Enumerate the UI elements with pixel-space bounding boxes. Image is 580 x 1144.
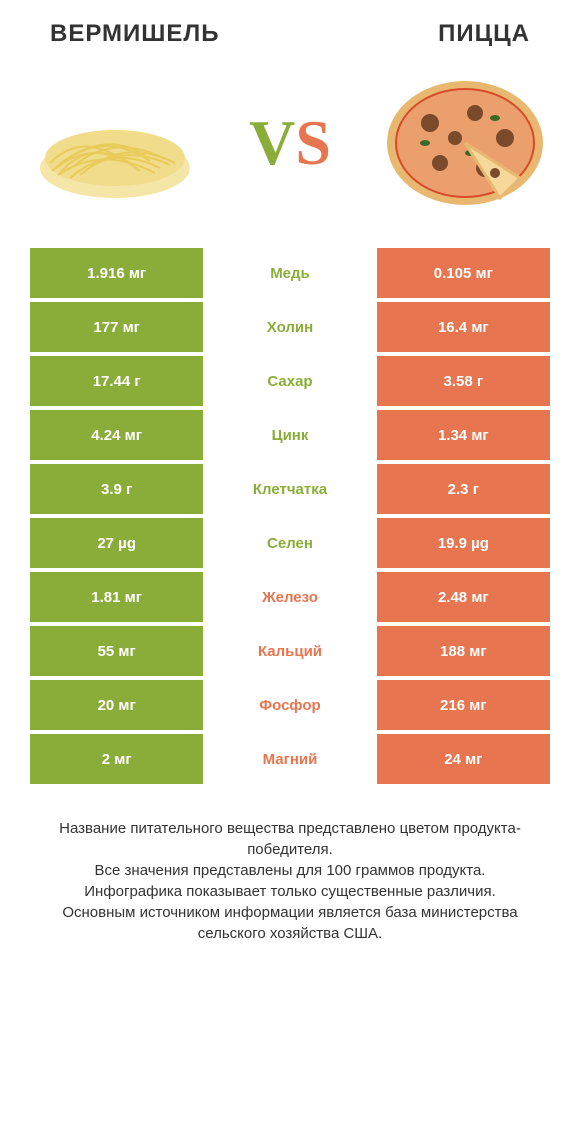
nutrient-label-cell: Магний [203,734,376,784]
left-value-cell: 27 µg [30,518,203,568]
right-value-cell: 216 мг [377,680,550,730]
left-value-cell: 2 мг [30,734,203,784]
vs-v: V [249,107,295,178]
footer-line-3: Инфографика показывает только существенн… [30,881,550,902]
right-value-cell: 19.9 µg [377,518,550,568]
images-row: VS [0,48,580,248]
table-row: 1.916 мгМедь0.105 мг [30,248,550,298]
table-row: 27 µgСелен19.9 µg [30,518,550,568]
nutrient-label-cell: Железо [203,572,376,622]
nutrient-label-cell: Цинк [203,410,376,460]
right-value-cell: 3.58 г [377,356,550,406]
right-value-cell: 1.34 мг [377,410,550,460]
right-value-cell: 188 мг [377,626,550,676]
table-row: 177 мгХолин16.4 мг [30,302,550,352]
right-value-cell: 0.105 мг [377,248,550,298]
footer-line-4: Основным источником информации является … [30,902,550,944]
left-value-cell: 3.9 г [30,464,203,514]
left-value-cell: 1.81 мг [30,572,203,622]
right-value-cell: 16.4 мг [377,302,550,352]
table-row: 17.44 гСахар3.58 г [30,356,550,406]
nutrient-label-cell: Фосфор [203,680,376,730]
header: ВЕРМИШЕЛЬ ПИЦЦА [0,0,580,48]
table-row: 2 мгМагний24 мг [30,734,550,784]
table-row: 3.9 гКлетчатка2.3 г [30,464,550,514]
footer-text: Название питательного вещества представл… [0,788,580,944]
left-value-cell: 1.916 мг [30,248,203,298]
vs-s: S [295,107,331,178]
table-row: 20 мгФосфор216 мг [30,680,550,730]
vs-label: VS [249,106,331,180]
nutrient-label-cell: Кальций [203,626,376,676]
right-food-title: ПИЦЦА [438,20,530,48]
nutrient-label-cell: Сахар [203,356,376,406]
right-value-cell: 2.3 г [377,464,550,514]
nutrient-label-cell: Холин [203,302,376,352]
vermicelli-image [30,68,200,218]
left-value-cell: 55 мг [30,626,203,676]
left-value-cell: 4.24 мг [30,410,203,460]
right-value-cell: 24 мг [377,734,550,784]
left-value-cell: 177 мг [30,302,203,352]
left-food-title: ВЕРМИШЕЛЬ [50,20,220,48]
table-row: 1.81 мгЖелезо2.48 мг [30,572,550,622]
right-value-cell: 2.48 мг [377,572,550,622]
nutrient-label-cell: Селен [203,518,376,568]
comparison-table: 1.916 мгМедь0.105 мг177 мгХолин16.4 мг17… [0,248,580,784]
footer-line-2: Все значения представлены для 100 граммо… [30,860,550,881]
footer-line-1: Название питательного вещества представл… [30,818,550,860]
table-row: 4.24 мгЦинк1.34 мг [30,410,550,460]
left-value-cell: 20 мг [30,680,203,730]
nutrient-label-cell: Медь [203,248,376,298]
table-row: 55 мгКальций188 мг [30,626,550,676]
nutrient-label-cell: Клетчатка [203,464,376,514]
pizza-image [380,68,550,218]
left-value-cell: 17.44 г [30,356,203,406]
